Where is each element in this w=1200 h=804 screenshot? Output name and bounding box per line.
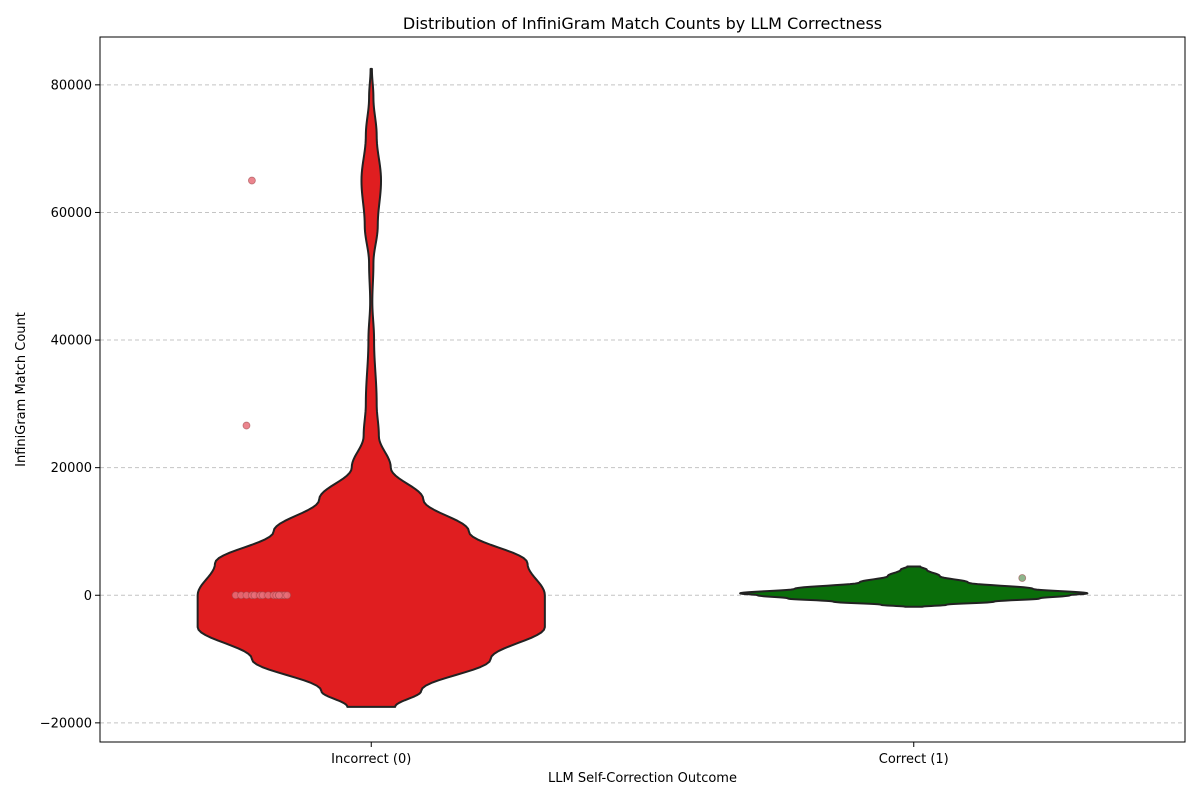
violin-layer: [196, 67, 1089, 708]
data-point: [1018, 574, 1027, 582]
y-tick-label: −20000: [40, 716, 92, 731]
data-point: [242, 421, 251, 430]
x-axis-ticks: Incorrect (0) Correct (1): [331, 742, 949, 767]
x-tick-label: Incorrect (0): [331, 752, 411, 767]
data-point: [247, 176, 256, 185]
violin-1: [739, 565, 1089, 608]
y-tick-label: 20000: [51, 461, 92, 476]
y-tick-label: 80000: [51, 78, 92, 93]
point-layer: [231, 176, 1027, 600]
data-point: [275, 591, 283, 600]
data-point: [283, 591, 292, 600]
y-axis-label: InfiniGram Match Count: [14, 312, 29, 467]
y-axis-ticks: −20000 0 20000 40000 60000 80000: [40, 78, 100, 731]
y-tick-label: 0: [84, 589, 92, 604]
y-tick-label: 40000: [51, 334, 92, 349]
x-tick-label: Correct (1): [879, 752, 949, 767]
chart-title: Distribution of InfiniGram Match Counts …: [403, 14, 882, 33]
plot-frame: [99, 36, 1186, 743]
x-axis-label: LLM Self-Correction Outcome: [548, 771, 737, 786]
y-tick-label: 60000: [51, 206, 92, 221]
violin-0: [196, 67, 546, 708]
